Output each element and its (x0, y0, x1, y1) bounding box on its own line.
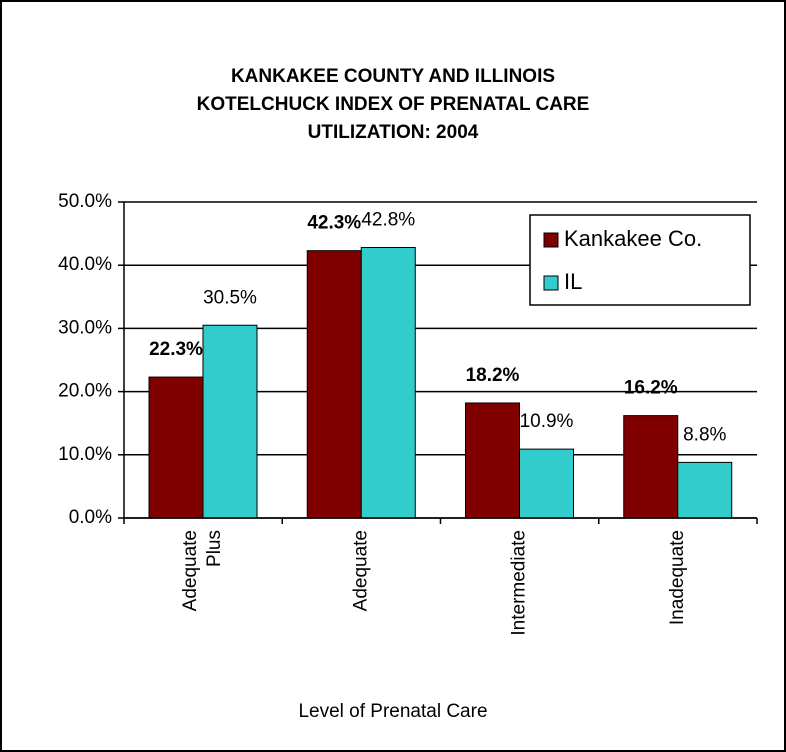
y-tick-label: 50.0% (58, 191, 112, 212)
bar (465, 402, 520, 519)
bar (519, 448, 574, 519)
legend-label: Kankakee Co. (564, 226, 702, 251)
data-label: 8.8% (683, 424, 726, 445)
y-tick-label: 0.0% (69, 507, 112, 528)
legend-label: IL (564, 269, 582, 294)
legend-swatch (543, 275, 559, 291)
bar (202, 324, 258, 519)
data-label: 18.2% (466, 365, 520, 386)
data-label: 30.5% (203, 287, 257, 308)
data-label: 16.2% (624, 378, 678, 399)
bar (623, 415, 679, 519)
bar (306, 250, 362, 519)
chart-title: KANKAKEE COUNTY AND ILLINOIS (231, 66, 555, 87)
x-tick-label: Adequate Plus (180, 530, 225, 611)
x-axis-label: Level of Prenatal Care (298, 701, 487, 722)
x-tick-label: Intermediate (509, 530, 530, 636)
data-label: 22.3% (149, 339, 203, 360)
legend-swatch (543, 232, 559, 248)
y-tick-label: 40.0% (58, 254, 112, 275)
data-label: 42.3% (307, 213, 361, 234)
y-tick-label: 30.0% (58, 317, 112, 338)
legend-box (529, 214, 751, 306)
bar (677, 461, 733, 519)
bar (360, 247, 416, 519)
x-tick-label: Adequate (350, 530, 371, 611)
y-tick-label: 20.0% (58, 381, 112, 402)
data-label: 10.9% (520, 411, 574, 432)
data-label: 42.8% (361, 210, 415, 231)
x-tick-label: Inadequate (667, 530, 688, 625)
y-tick-label: 10.0% (58, 444, 112, 465)
chart-title: KOTELCHUCK INDEX OF PRENATAL CARE (197, 94, 590, 115)
bar (148, 376, 204, 519)
chart-title: UTILIZATION: 2004 (308, 122, 479, 143)
